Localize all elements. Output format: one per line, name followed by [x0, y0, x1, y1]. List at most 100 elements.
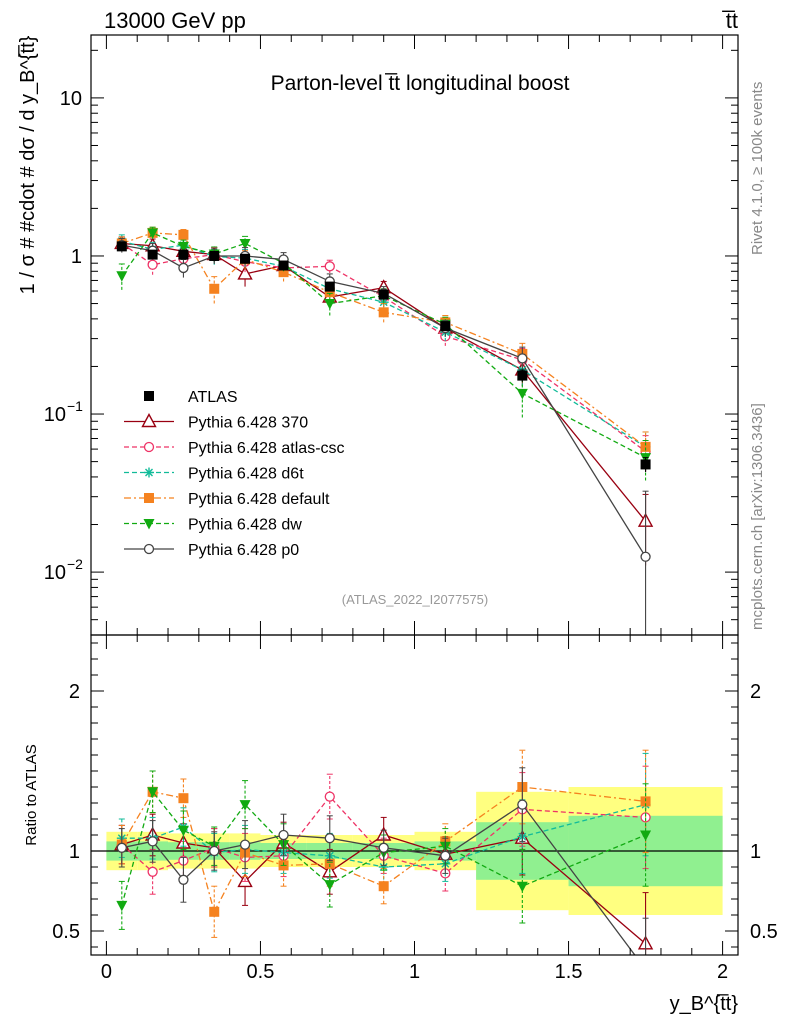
ratio-point [209, 845, 220, 857]
series-line-pythia-6-428-d6t [121, 240, 646, 448]
ratio-series-group [114, 749, 654, 974]
series-line-pythia-6-428-default [121, 232, 646, 448]
ratio-y-axis: 0.5 0.5 1 1 2 2 [52, 642, 778, 948]
legend-label: Pythia 6.428 p0 [188, 542, 299, 559]
x-tick-label: 2 [717, 961, 728, 983]
ratio-point [378, 842, 389, 853]
data-point [640, 551, 651, 562]
data-point [278, 267, 289, 278]
ratio-point [440, 850, 451, 861]
x-tick-label: 1.5 [555, 961, 583, 983]
data-point [640, 459, 651, 470]
y-tick-label: 1 [71, 246, 82, 268]
side-rivet-label: Rivet 4.1.0, ≥ 100k events [749, 82, 766, 255]
data-point [116, 241, 127, 252]
data-point [324, 281, 335, 292]
ratio-y-tick-label-right: 0.5 [750, 921, 778, 943]
data-point [324, 299, 336, 310]
ratio-point [517, 799, 528, 810]
legend-marker [144, 493, 154, 503]
data-point [147, 249, 158, 260]
data-point [278, 260, 289, 271]
legend-label: Pythia 6.428 370 [188, 415, 308, 432]
legend-marker [141, 413, 157, 428]
ratio-point [239, 800, 251, 811]
x-tick-label: 1 [409, 961, 420, 983]
data-point [178, 249, 189, 260]
legend-marker [143, 441, 155, 453]
legend-entry-pythia-6-428-d6t: Pythia 6.428 d6t [124, 466, 304, 483]
data-point [324, 261, 335, 272]
ratio-point [640, 830, 652, 841]
legend: ATLAS Pythia 6.428 370 Pythia 6.428 atlas-… [124, 389, 345, 559]
y-tick-exponent: −1 [67, 398, 83, 414]
data-point [209, 283, 220, 294]
ratio-y-tick-label: 1 [69, 841, 80, 863]
data-point [516, 388, 528, 400]
data-point [147, 228, 159, 239]
ratio-point [640, 796, 651, 807]
x-axis-label: y_B^{t̅t} [670, 993, 739, 1015]
plot-title: Parton-level t̅t longitudinal boost [271, 72, 570, 95]
data-point [378, 307, 389, 318]
ratio-point [324, 791, 335, 802]
data-point [178, 262, 189, 274]
ratio-y-tick-label: 0.5 [52, 921, 80, 943]
ratio-y-tick-label-right: 2 [750, 681, 761, 703]
data-point [239, 238, 251, 250]
legend-label: Pythia 6.428 dw [188, 517, 302, 534]
ratio-point [378, 881, 389, 892]
ratio-point [641, 965, 650, 974]
data-point [240, 253, 251, 264]
legend-label: Pythia 6.428 default [188, 491, 330, 508]
main-y-axis-label: 1 / σ # #cdot # dσ / d y_B^{t̅t} [17, 35, 39, 294]
series-pythia-6-428-atlas-csc [116, 236, 651, 472]
ratio-y-tick-label-right: 1 [750, 841, 761, 863]
legend-entry-pythia-6-428-p0: Pythia 6.428 p0 [124, 542, 299, 559]
ratio-y-axis-label: Ratio to ATLAS [23, 744, 40, 845]
side-mcplots-label: mcplots.cern.ch [arXiv:1306.3436] [749, 403, 766, 630]
y-tick-label: 10 [60, 88, 82, 110]
series-atlas [116, 241, 651, 472]
ratio-point [178, 793, 189, 804]
data-point [147, 259, 158, 270]
ratio-point [116, 842, 127, 853]
y-tick-label: 10 [44, 404, 66, 426]
data-point [178, 229, 189, 240]
ratio-panel: 0.5 0.5 1 1 2 2 0 0.5 1 1.5 2 [52, 634, 778, 983]
ratio-point [209, 906, 220, 917]
y-tick-exponent: −2 [67, 556, 83, 572]
ratio-point [178, 874, 189, 885]
legend-entry-pythia-6-428-370: Pythia 6.428 370 [124, 413, 308, 432]
data-point [640, 441, 651, 452]
x-axis: 0 0.5 1 1.5 2 [101, 635, 728, 983]
ratio-point [147, 787, 159, 798]
ratio-point [278, 829, 289, 841]
watermark: (ATLAS_2022_I2077575) [342, 592, 488, 607]
x-tick-label: 0 [101, 961, 112, 983]
data-point [378, 289, 389, 300]
legend-marker [144, 467, 154, 478]
data-point [440, 321, 451, 332]
ratio-y-tick-label: 2 [69, 681, 80, 703]
data-point [209, 250, 220, 261]
data-point [517, 370, 528, 381]
ratio-series-pythia-6-428-p0 [116, 767, 650, 974]
data-point [237, 265, 253, 280]
data-point [324, 287, 335, 298]
ratio-line-pythia-6-428-d6t [121, 803, 646, 868]
legend-marker [144, 391, 154, 401]
ratio-point [147, 866, 158, 877]
ratio-point [324, 833, 335, 844]
main-series-group [114, 226, 654, 635]
energy-label: 13000 GeV pp [104, 8, 246, 33]
ratio-point [147, 836, 158, 847]
ratio-point [116, 900, 128, 912]
x-tick-label: 0.5 [247, 961, 275, 983]
ratio-point [324, 880, 336, 891]
legend-label: Pythia 6.428 atlas-csc [188, 440, 345, 457]
ratio-point [239, 839, 251, 850]
